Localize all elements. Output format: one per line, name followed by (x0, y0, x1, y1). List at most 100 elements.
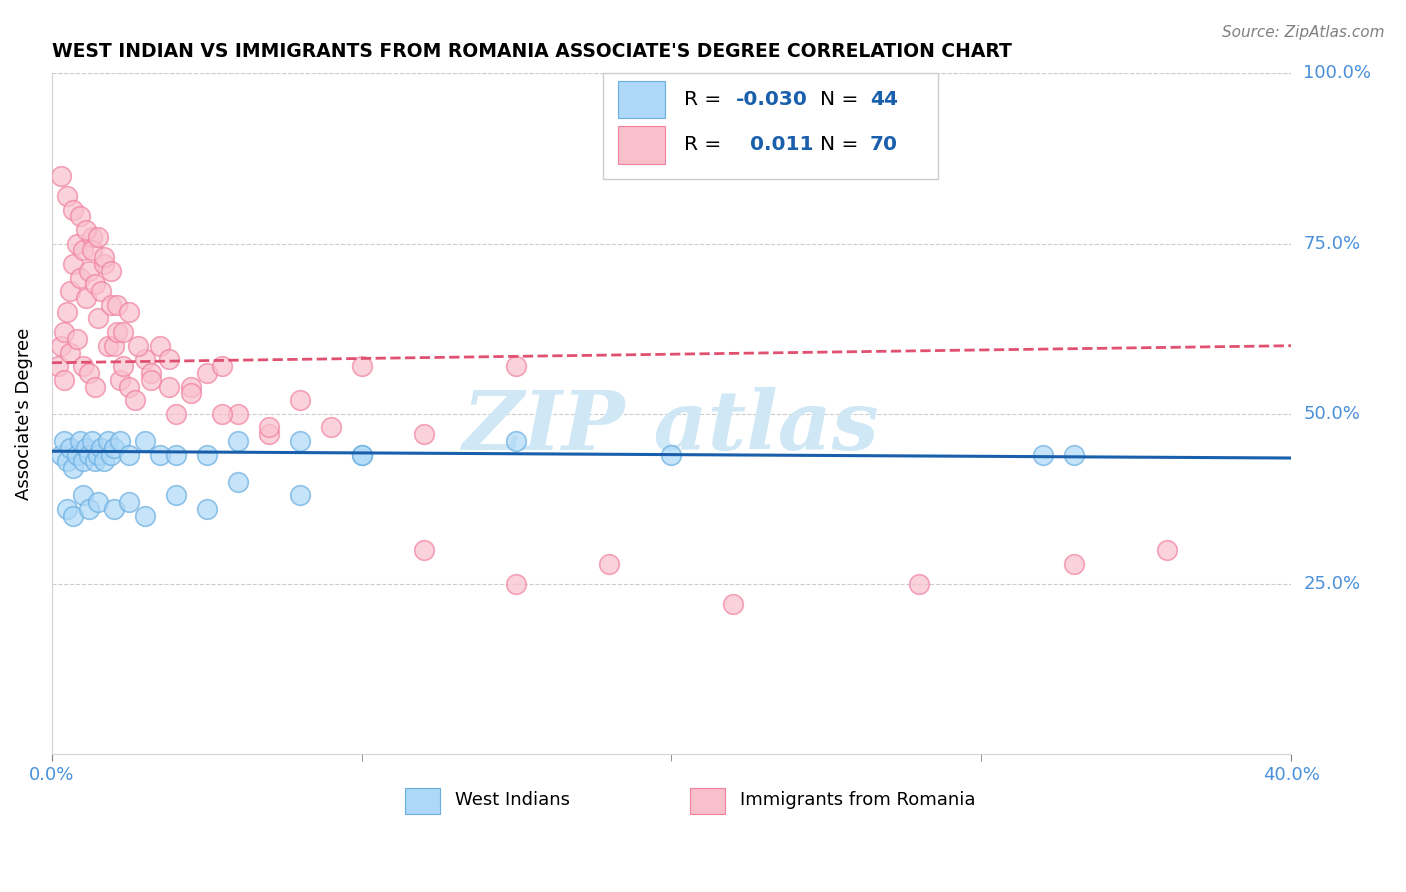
Text: ZIP atlas: ZIP atlas (463, 387, 880, 467)
Point (124, 393, 146, 408)
Point (65, 332, 87, 346)
Point (118, 495, 141, 509)
Bar (619, 126, 665, 163)
Text: R =: R = (683, 90, 727, 109)
Point (62, 461, 84, 475)
Point (134, 434, 156, 448)
Point (180, 386, 202, 401)
Point (80, 434, 103, 448)
Point (180, 379, 202, 393)
Point (53, 373, 76, 387)
Point (1156, 542, 1178, 557)
Point (80, 229, 103, 244)
Point (69, 434, 91, 448)
Point (195, 502, 218, 516)
Point (288, 393, 311, 408)
Point (80, 244, 103, 258)
Point (149, 448, 172, 462)
Text: Immigrants from Romania: Immigrants from Romania (740, 791, 974, 809)
Point (77, 502, 100, 516)
Point (75, 223, 97, 237)
Point (65, 236, 87, 251)
Point (134, 508, 156, 523)
Text: 25.0%: 25.0% (1303, 575, 1361, 593)
Point (77, 366, 100, 380)
Point (350, 448, 373, 462)
Text: 100.0%: 100.0% (1303, 64, 1371, 82)
Point (90, 441, 112, 455)
Point (93, 454, 115, 468)
Point (149, 339, 172, 353)
Point (108, 373, 131, 387)
Point (56, 189, 79, 203)
Point (350, 448, 373, 462)
Point (49, 169, 72, 183)
Point (211, 359, 233, 373)
Point (46, 359, 69, 373)
Point (139, 366, 162, 380)
Text: West Indians: West Indians (454, 791, 569, 809)
FancyBboxPatch shape (603, 73, 938, 179)
Point (505, 577, 527, 591)
Point (77, 264, 100, 278)
Point (69, 210, 91, 224)
Point (87, 495, 110, 509)
Text: 75.0%: 75.0% (1303, 235, 1361, 252)
Point (165, 448, 187, 462)
Point (72, 454, 94, 468)
Point (159, 379, 181, 393)
Point (49, 448, 72, 462)
Point (505, 434, 527, 448)
Point (59, 345, 82, 359)
Point (226, 407, 249, 421)
Point (84, 277, 107, 292)
Point (84, 379, 107, 393)
Point (412, 542, 434, 557)
Point (75, 291, 97, 305)
Point (1032, 448, 1054, 462)
Point (59, 285, 82, 299)
Point (505, 359, 527, 373)
Point (288, 488, 311, 502)
Point (226, 475, 249, 489)
Point (96, 339, 118, 353)
Point (56, 454, 79, 468)
Bar (405, 789, 440, 814)
Text: WEST INDIAN VS IMMIGRANTS FROM ROMANIA ASSOCIATE'S DEGREE CORRELATION CHART: WEST INDIAN VS IMMIGRANTS FROM ROMANIA A… (52, 42, 1012, 61)
Point (118, 448, 141, 462)
Point (105, 325, 128, 339)
Point (165, 488, 187, 502)
Point (69, 270, 91, 285)
Text: 44: 44 (870, 90, 897, 109)
Point (257, 427, 280, 442)
Point (93, 250, 115, 264)
Point (90, 285, 112, 299)
Point (59, 441, 82, 455)
Point (1063, 557, 1085, 571)
Point (84, 454, 107, 468)
Point (87, 311, 110, 326)
Point (412, 427, 434, 442)
Y-axis label: Associate's Degree: Associate's Degree (15, 327, 32, 500)
Point (195, 366, 218, 380)
Point (62, 202, 84, 217)
Point (56, 304, 79, 318)
Point (288, 434, 311, 448)
Point (211, 407, 233, 421)
Point (77, 448, 100, 462)
Point (159, 352, 181, 367)
Point (111, 325, 134, 339)
Point (723, 598, 745, 612)
Point (111, 359, 134, 373)
Point (87, 229, 110, 244)
Bar (690, 789, 724, 814)
Point (257, 420, 280, 434)
Point (53, 434, 76, 448)
Point (72, 359, 94, 373)
Point (1063, 448, 1085, 462)
Point (72, 488, 94, 502)
Text: N =: N = (820, 90, 865, 109)
Point (100, 298, 122, 312)
Point (49, 339, 72, 353)
Point (908, 577, 931, 591)
